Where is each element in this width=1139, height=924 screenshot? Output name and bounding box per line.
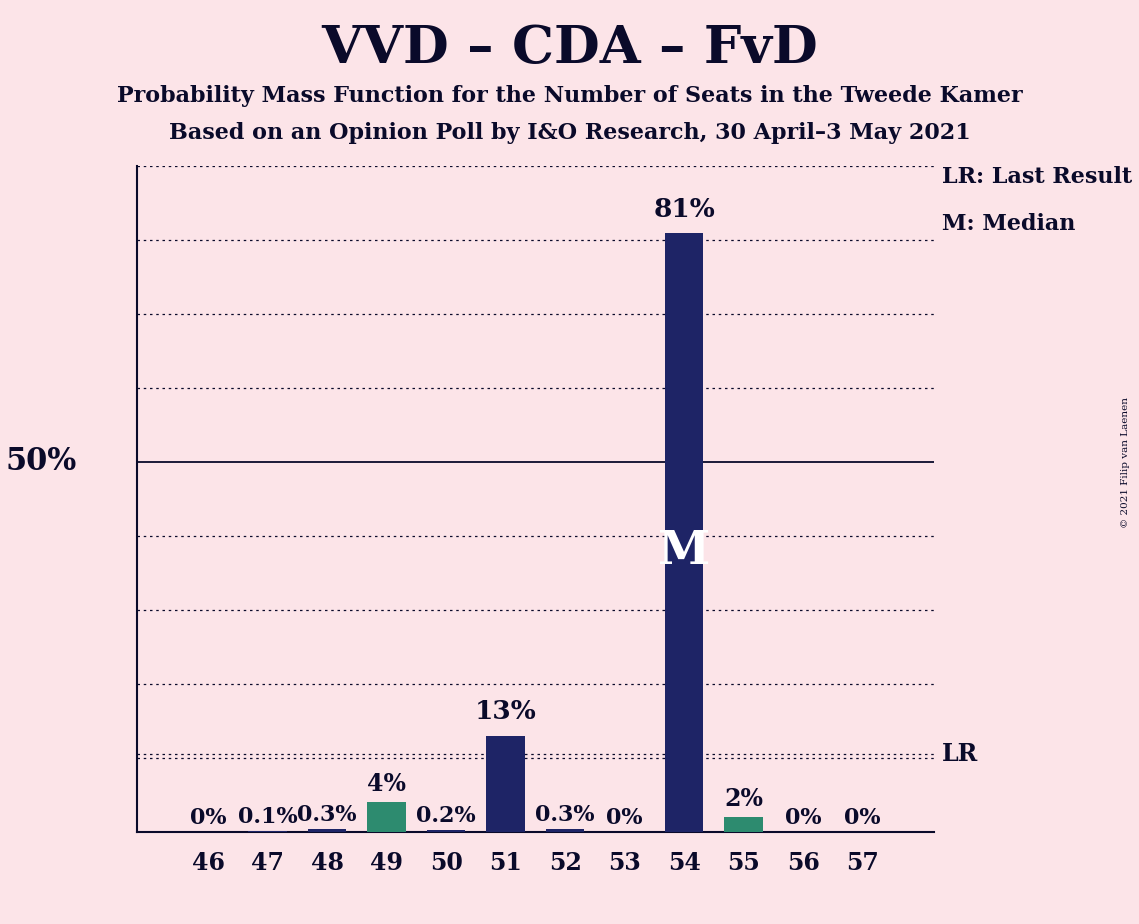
Text: M: Median: M: Median [942, 213, 1075, 235]
Text: 0.2%: 0.2% [416, 805, 476, 827]
Text: 2%: 2% [724, 787, 763, 811]
Text: © 2021 Filip van Laenen: © 2021 Filip van Laenen [1121, 396, 1130, 528]
Text: 0.1%: 0.1% [238, 806, 297, 828]
Text: 50%: 50% [6, 446, 77, 478]
Text: 13%: 13% [475, 699, 536, 724]
Bar [546, 830, 584, 832]
Text: 4%: 4% [367, 772, 407, 796]
Text: 0.3%: 0.3% [535, 805, 595, 826]
Bar [665, 233, 704, 832]
Text: Based on an Opinion Poll by I&O Research, 30 April–3 May 2021: Based on an Opinion Poll by I&O Research… [169, 122, 970, 144]
Text: Probability Mass Function for the Number of Seats in the Tweede Kamer: Probability Mass Function for the Number… [116, 85, 1023, 107]
Text: LR: Last Result: LR: Last Result [942, 166, 1132, 188]
Text: VVD – CDA – FvD: VVD – CDA – FvD [321, 23, 818, 74]
Text: 81%: 81% [653, 197, 715, 222]
Text: LR: LR [942, 742, 978, 766]
Text: M: M [658, 528, 711, 574]
Text: 0%: 0% [606, 807, 642, 829]
Bar [486, 736, 525, 832]
Bar [367, 802, 405, 832]
Text: 0%: 0% [785, 807, 821, 829]
Text: 0%: 0% [190, 807, 227, 829]
Text: 0.3%: 0.3% [297, 805, 357, 826]
Bar [427, 830, 466, 832]
Bar [308, 830, 346, 832]
Text: 0%: 0% [844, 807, 880, 829]
Bar [724, 817, 763, 832]
